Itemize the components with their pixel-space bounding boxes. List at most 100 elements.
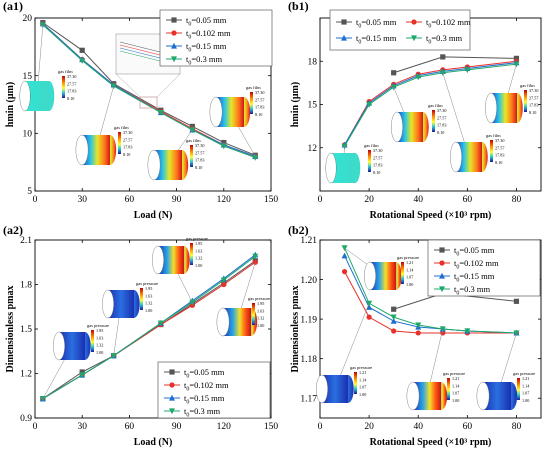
colorbar-rect [447, 378, 450, 400]
colorbar-title: gas pressure [443, 371, 465, 376]
bearing-inset [216, 307, 258, 337]
data-point [415, 330, 421, 336]
cylinder-bore [406, 381, 420, 411]
bearing-inset [147, 149, 189, 181]
colorbar-rect [401, 262, 404, 284]
bearing-inset [19, 80, 55, 112]
bearing-inset [102, 289, 140, 319]
colorbar-tick: 27.57 [373, 155, 382, 160]
y-tick-label: 15 [23, 72, 33, 82]
colorbar-rect [91, 330, 94, 352]
cylinder-bore [485, 92, 497, 124]
legend-value: =0.102 mm [459, 258, 499, 268]
panel-label: (a2) [3, 223, 23, 237]
colorbar-tick: 37.30 [67, 74, 76, 79]
legend-subscript: 0 [188, 22, 191, 28]
cylinder-bore [75, 134, 89, 166]
colorbar-tick: 1.32 [195, 256, 202, 261]
legend-label: t0=0.3 mm [184, 406, 221, 419]
colorbar-tick: 1.63 [257, 308, 264, 313]
colorbar-rect [517, 378, 520, 400]
y-axis-label: hmin (μm) [290, 82, 301, 127]
legend-t: t [184, 380, 187, 390]
colorbar-tick: 27.57 [255, 97, 264, 102]
legend-t: t [186, 15, 189, 25]
legend-subscript: 0 [456, 252, 459, 258]
colorbar-title: gas film [364, 143, 379, 148]
colorbar-tick: 1.14 [359, 377, 367, 382]
x-tick-label: 0 [33, 422, 38, 432]
x-tick-label: 60 [125, 195, 135, 205]
data-point [79, 47, 85, 53]
x-tick-label: 0 [318, 422, 323, 432]
colorbar-tick: 17.83 [67, 89, 76, 94]
legend-label: t0=0.102 mm [454, 258, 499, 271]
bearing-inset [450, 141, 488, 173]
data-point [157, 320, 164, 327]
colorbar-rect [368, 150, 371, 172]
data-point [415, 322, 422, 329]
colorbar-tick: 1.07 [522, 391, 529, 396]
legend-box [159, 9, 273, 67]
legend-subscript: 0 [428, 24, 431, 30]
colorbar-tick: 37.30 [255, 90, 264, 95]
legend-subscript: 0 [456, 291, 459, 297]
data-point [440, 54, 446, 60]
colorbar-tick: 8.10 [123, 152, 130, 157]
legend-marker [171, 30, 177, 36]
legend-marker [411, 19, 417, 25]
colorbar-tick: 1.00 [145, 308, 152, 313]
legend-subscript: 0 [188, 61, 191, 67]
colorbar-title: gas film [246, 85, 261, 90]
data-point [157, 109, 164, 116]
colorbar-tick: 1.63 [96, 335, 103, 340]
colorbar-tick: 1.00 [257, 323, 264, 328]
legend-label: t0=0.15 mm [186, 41, 227, 54]
y-tick-label: 1.8 [20, 281, 32, 291]
colorbar-tick: 1.32 [145, 301, 152, 306]
legend-marker [439, 247, 445, 253]
colorbar-tick: 8.10 [195, 165, 202, 170]
x-tick-label: 0 [33, 195, 38, 205]
legend-subscript: 0 [428, 40, 431, 46]
colorbar-rect [354, 372, 357, 394]
colorbar-title: gas pressure [513, 371, 535, 376]
legend-marker [439, 272, 445, 279]
legend-marker [341, 34, 347, 41]
legend-value: =0.15 mm [191, 41, 226, 51]
x-tick-label: 150 [264, 422, 279, 432]
legend-subscript: 0 [358, 40, 361, 46]
data-point [513, 55, 520, 61]
legend-subscript: 0 [456, 278, 459, 284]
legend-value: =0.15 mm [459, 271, 494, 281]
legend-marker [169, 394, 175, 401]
legend-marker [171, 42, 177, 49]
data-point [341, 269, 348, 275]
colorbar-title: gas pressure [397, 255, 419, 260]
legend-t: t [426, 33, 429, 43]
data-point [391, 70, 397, 76]
cylinder-bore [325, 152, 337, 184]
legend-box [329, 9, 471, 51]
legend-subscript: 0 [186, 413, 189, 419]
colorbar-tick: 17.83 [123, 145, 132, 150]
colorbar-tick: 1.00 [96, 350, 103, 355]
legend-label: t0=0.05 mm [454, 245, 495, 258]
panel-label: (b2) [288, 223, 309, 237]
colorbar-rect [524, 90, 527, 112]
colorbar-tick: 8.10 [255, 112, 262, 117]
colorbar-tick: 17.83 [255, 105, 264, 110]
legend-value: =0.102 mm [189, 380, 229, 390]
colorbar-tick: 1.95 [195, 241, 202, 246]
legend-t: t [356, 17, 359, 27]
legend-value: =0.3 mm [431, 33, 462, 43]
colorbar-tick: 1.00 [406, 282, 413, 287]
